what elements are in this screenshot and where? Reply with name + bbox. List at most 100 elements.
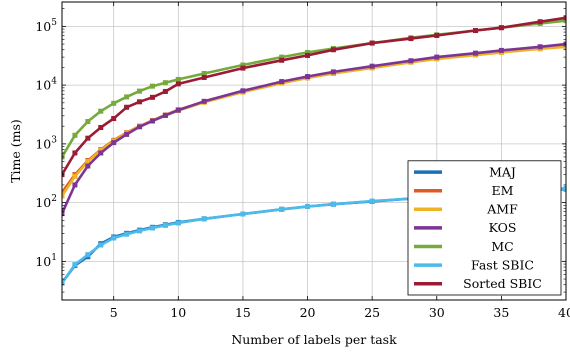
x-tick-label: 5: [110, 305, 118, 320]
data-point-fast-sbic: [98, 242, 104, 248]
data-point-fast-sbic: [137, 228, 143, 234]
data-point-fast-sbic: [111, 235, 117, 241]
x-tick-label: 30: [429, 305, 445, 320]
y-tick-label: 104: [35, 77, 57, 93]
x-tick-label: 10: [170, 305, 186, 320]
data-point-kos: [85, 163, 91, 169]
data-point-mc: [111, 100, 117, 106]
series-kos: [62, 41, 566, 217]
legend-label: MC: [491, 239, 513, 254]
series-sorted-sbic: [62, 15, 566, 178]
data-point-sorted-sbic: [279, 57, 285, 63]
data-point-sorted-sbic: [137, 99, 143, 105]
x-tick-label: 20: [300, 305, 316, 320]
data-point-kos: [111, 140, 117, 146]
y-tick-label: 103: [35, 135, 57, 151]
data-point-kos: [162, 112, 168, 118]
data-point-fast-sbic: [149, 225, 155, 231]
data-point-kos: [201, 98, 207, 104]
data-point-kos: [72, 182, 78, 188]
data-point-kos: [369, 63, 375, 69]
data-point-amf: [62, 193, 65, 199]
data-point-kos: [537, 44, 543, 50]
data-point-mc: [137, 88, 143, 94]
legend: MAJ EM AMF KOS MC Fast SBIC Sorted SBIC: [407, 160, 562, 296]
data-point-fast-sbic: [240, 211, 246, 217]
data-point-fast-sbic: [201, 216, 207, 222]
data-point-amf: [72, 173, 78, 179]
data-point-sorted-sbic: [175, 81, 181, 87]
x-tick-label: 35: [493, 305, 509, 320]
data-point-mc: [279, 54, 285, 60]
data-point-mc: [149, 83, 155, 89]
data-point-sorted-sbic: [537, 19, 543, 25]
data-point-sorted-sbic: [111, 116, 117, 122]
data-point-sorted-sbic: [162, 88, 168, 94]
data-point-fast-sbic: [72, 262, 78, 268]
data-point-kos: [62, 211, 65, 217]
data-point-fast-sbic: [279, 206, 285, 212]
data-point-sorted-sbic: [305, 52, 311, 58]
data-point-sorted-sbic: [201, 74, 207, 80]
legend-label: KOS: [489, 220, 517, 235]
axis-ticks: 5 10 15 20 25 30 35 40 101 102 103 104 105: [35, 2, 570, 320]
data-point-kos: [279, 79, 285, 85]
data-point-mc: [72, 132, 78, 138]
series-line-kos: [62, 42, 566, 215]
x-axis-label: Number of labels per task: [231, 332, 397, 347]
legend-label: MAJ: [489, 164, 516, 179]
legend-item: MC: [414, 239, 514, 254]
legend-item: AMF: [414, 202, 518, 217]
legend-label: EM: [492, 183, 514, 198]
legend-item: KOS: [414, 220, 516, 235]
data-point-sorted-sbic: [98, 124, 104, 130]
data-point-fast-sbic: [563, 185, 566, 191]
plot-frame: [61, 1, 567, 301]
x-tick-label: 40: [558, 305, 570, 320]
data-point-amf: [85, 159, 91, 165]
data-point-mc: [175, 76, 181, 82]
data-point-kos: [498, 47, 504, 53]
data-point-fast-sbic: [175, 220, 181, 226]
data-point-kos: [175, 107, 181, 113]
data-point-mc: [201, 70, 207, 76]
data-point-fast-sbic: [330, 201, 336, 207]
data-point-sorted-sbic: [240, 65, 246, 71]
legend-item: EM: [414, 183, 514, 198]
data-point-sorted-sbic: [330, 47, 336, 53]
series-mc: [62, 18, 566, 160]
series-line-sorted-sbic: [62, 16, 566, 176]
data-point-fast-sbic: [85, 252, 91, 258]
data-point-mc: [98, 108, 104, 114]
data-point-kos: [137, 124, 143, 130]
legend-label: AMF: [486, 202, 518, 217]
legend-item: MAJ: [414, 164, 516, 179]
legend-item: Fast SBIC: [414, 257, 534, 272]
data-point-mc: [240, 62, 246, 68]
data-point-fast-sbic: [62, 280, 65, 286]
y-tick-label: 101: [35, 253, 57, 269]
data-point-kos: [408, 58, 414, 64]
data-point-amf: [563, 44, 566, 50]
data-point-kos: [124, 131, 130, 137]
data-point-amf: [98, 147, 104, 153]
data-point-sorted-sbic: [563, 15, 566, 21]
data-point-sorted-sbic: [473, 28, 479, 34]
x-tick-label: 25: [364, 305, 380, 320]
data-point-fast-sbic: [124, 231, 130, 237]
data-point-sorted-sbic: [85, 135, 91, 141]
legend-label: Fast SBIC: [471, 257, 534, 272]
x-tick-label: 15: [235, 305, 251, 320]
data-point-kos: [305, 74, 311, 80]
data-point-mc: [563, 18, 566, 24]
data-point-mc: [124, 94, 130, 100]
data-point-sorted-sbic: [408, 36, 414, 42]
data-point-fast-sbic: [369, 198, 375, 204]
y-tick-label: 105: [35, 18, 57, 34]
legend-label: Sorted SBIC: [463, 276, 542, 291]
data-point-fast-sbic: [162, 222, 168, 228]
data-point-sorted-sbic: [72, 150, 78, 156]
data-point-sorted-sbic: [434, 32, 440, 38]
data-point-kos: [434, 54, 440, 60]
